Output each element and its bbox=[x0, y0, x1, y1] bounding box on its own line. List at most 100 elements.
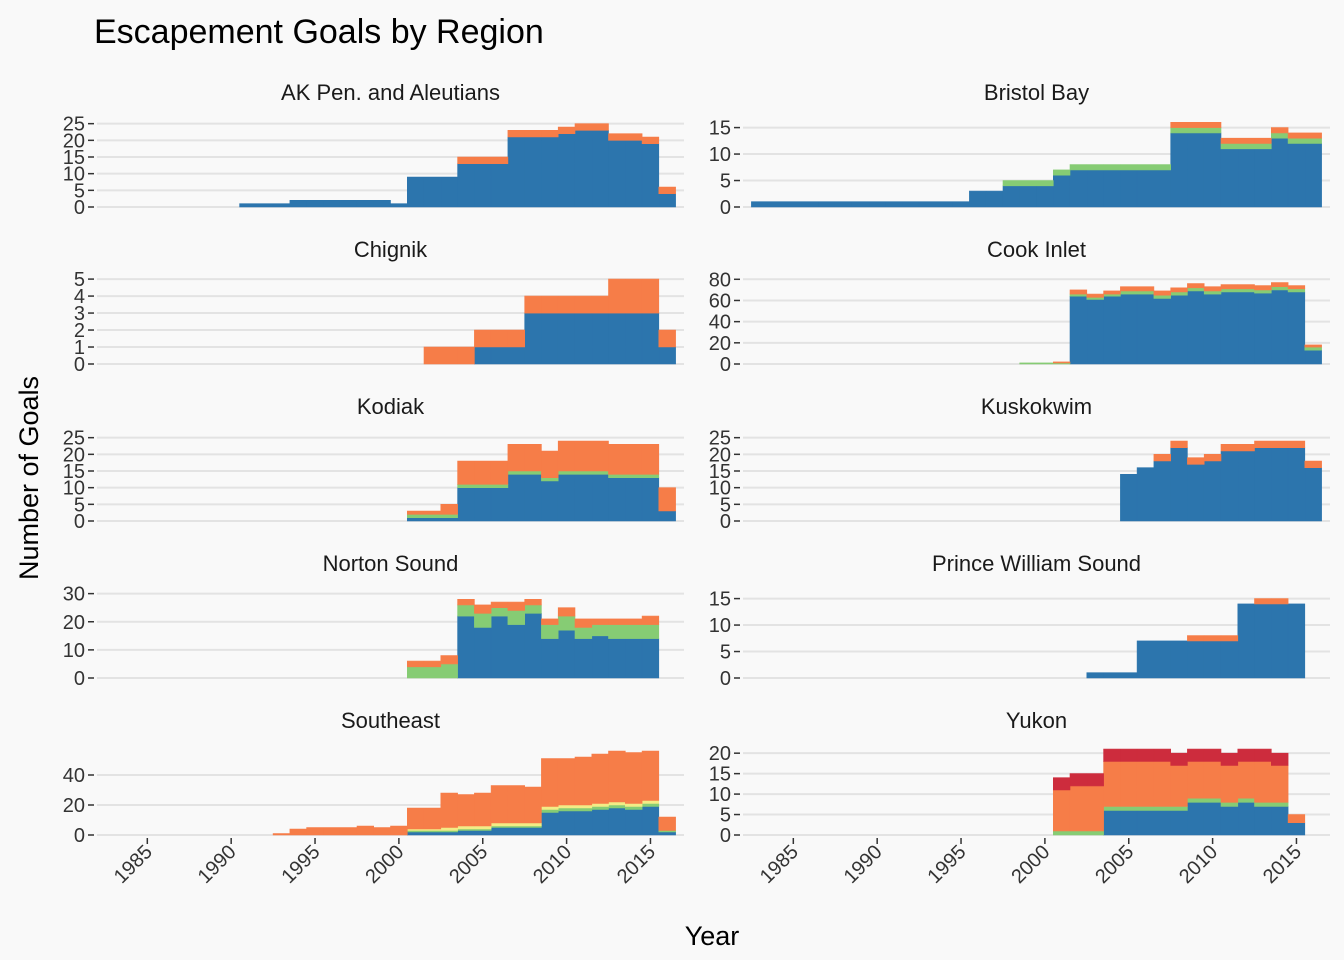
y-tick-label: 10 bbox=[709, 784, 731, 806]
x-tick-label: 2010 bbox=[529, 841, 576, 888]
area-series-4 bbox=[1053, 282, 1322, 364]
panel-title: Chignik bbox=[354, 237, 428, 262]
y-tick-label: 20 bbox=[63, 130, 85, 152]
x-axis-title: Year bbox=[685, 921, 740, 951]
panel-norton-sound: Norton Sound 0 10 20 30 bbox=[63, 551, 684, 690]
y-tick-label: 25 bbox=[63, 114, 85, 136]
y-tick-label: 0 bbox=[74, 668, 85, 690]
panel-title: Bristol Bay bbox=[984, 80, 1089, 105]
panel-title: Norton Sound bbox=[323, 551, 459, 576]
x-tick-label: 1990 bbox=[840, 841, 887, 888]
y-tick-label: 0 bbox=[720, 511, 731, 533]
y-axis-title: Number of Goals bbox=[14, 376, 44, 580]
area-series-4 bbox=[407, 599, 660, 668]
x-tick-label: 2015 bbox=[613, 841, 660, 888]
panel-title: Kuskokwim bbox=[981, 394, 1092, 419]
y-tick-label: 30 bbox=[63, 584, 85, 606]
x-tick-label: 2000 bbox=[1007, 841, 1054, 888]
panel-title: Kodiak bbox=[357, 394, 425, 419]
y-tick-label: 5 bbox=[74, 180, 85, 202]
y-tick-label: 25 bbox=[709, 428, 731, 450]
area-series-4 bbox=[423, 278, 676, 365]
x-tick-label: 2010 bbox=[1175, 841, 1222, 888]
x-tick-label: 2005 bbox=[445, 841, 492, 888]
x-tick-label: 2005 bbox=[1091, 841, 1138, 888]
y-tick-label: 20 bbox=[63, 795, 85, 817]
y-tick-label: 0 bbox=[720, 197, 731, 219]
y-tick-label: 10 bbox=[709, 144, 731, 166]
y-tick-label: 20 bbox=[709, 333, 731, 355]
y-tick-label: 10 bbox=[709, 615, 731, 637]
y-tick-label: 15 bbox=[709, 764, 731, 786]
y-tick-label: 20 bbox=[63, 444, 85, 466]
y-tick-label: 0 bbox=[74, 354, 85, 376]
y-tick-label: 15 bbox=[63, 147, 85, 169]
y-tick-label: 60 bbox=[709, 290, 731, 312]
area-series-4 bbox=[1187, 598, 1289, 642]
y-tick-label: 2 bbox=[74, 320, 85, 342]
y-tick-label: 0 bbox=[74, 511, 85, 533]
chart-title: Escapement Goals by Region bbox=[94, 13, 544, 51]
panel-title: Southeast bbox=[341, 708, 440, 733]
panel-title: Prince William Sound bbox=[932, 551, 1141, 576]
x-tick-label: 1995 bbox=[924, 841, 971, 888]
y-tick-label: 0 bbox=[74, 197, 85, 219]
y-tick-label: 15 bbox=[709, 118, 731, 140]
y-tick-label: 20 bbox=[709, 743, 731, 765]
y-tick-label: 0 bbox=[720, 354, 731, 376]
x-tick-label: 1990 bbox=[194, 841, 241, 888]
x-tick-label: 2000 bbox=[361, 841, 408, 888]
area-series-4 bbox=[407, 440, 676, 515]
panel-title: Cook Inlet bbox=[987, 237, 1086, 262]
y-tick-label: 20 bbox=[709, 444, 731, 466]
y-tick-label: 0 bbox=[74, 825, 85, 847]
y-tick-label: 0 bbox=[720, 825, 731, 847]
area-series-4 bbox=[1170, 122, 1322, 144]
y-tick-label: 3 bbox=[74, 303, 85, 325]
y-tick-label: 80 bbox=[709, 269, 731, 291]
y-tick-label: 4 bbox=[74, 286, 85, 308]
panel-southeast: Southeast 0 20 40 1985 1990 1995 2000 2005 2010 20… bbox=[63, 708, 684, 888]
area-series-4 bbox=[272, 750, 676, 836]
y-tick-label: 5 bbox=[720, 494, 731, 516]
area-series-4 bbox=[457, 123, 676, 194]
panel-title: Yukon bbox=[1006, 708, 1067, 733]
y-tick-label: 10 bbox=[63, 164, 85, 186]
area-series-5 bbox=[1053, 748, 1289, 791]
x-tick-label: 1985 bbox=[110, 841, 157, 888]
y-tick-label: 20 bbox=[63, 612, 85, 634]
y-tick-label: 10 bbox=[63, 640, 85, 662]
y-tick-label: 5 bbox=[720, 805, 731, 827]
area-series-1 bbox=[239, 130, 676, 208]
y-tick-label: 5 bbox=[720, 642, 731, 664]
y-tick-label: 5 bbox=[720, 171, 731, 193]
x-tick-label: 1995 bbox=[278, 841, 325, 888]
panel-prince-william-sound: Prince William Sound 0 5 10 15 bbox=[709, 551, 1330, 690]
x-tick-label: 1985 bbox=[756, 841, 803, 888]
y-tick-label: 25 bbox=[63, 428, 85, 450]
y-tick-label: 0 bbox=[720, 668, 731, 690]
y-tick-label: 40 bbox=[63, 765, 85, 787]
x-tick-label: 2015 bbox=[1259, 841, 1306, 888]
panel-title: AK Pen. and Aleutians bbox=[281, 80, 500, 105]
y-tick-label: 40 bbox=[709, 312, 731, 334]
y-tick-label: 10 bbox=[709, 478, 731, 500]
y-tick-label: 1 bbox=[74, 337, 85, 359]
y-tick-label: 10 bbox=[63, 478, 85, 500]
y-tick-label: 15 bbox=[709, 461, 731, 483]
y-tick-label: 5 bbox=[74, 269, 85, 291]
y-tick-label: 15 bbox=[63, 461, 85, 483]
area-series-4 bbox=[1153, 440, 1322, 468]
y-tick-label: 15 bbox=[709, 589, 731, 611]
panel-bristol-bay: Bristol Bay 0 5 10 15 bbox=[709, 80, 1330, 219]
y-tick-label: 5 bbox=[74, 494, 85, 516]
area-series-1 bbox=[1069, 289, 1322, 365]
